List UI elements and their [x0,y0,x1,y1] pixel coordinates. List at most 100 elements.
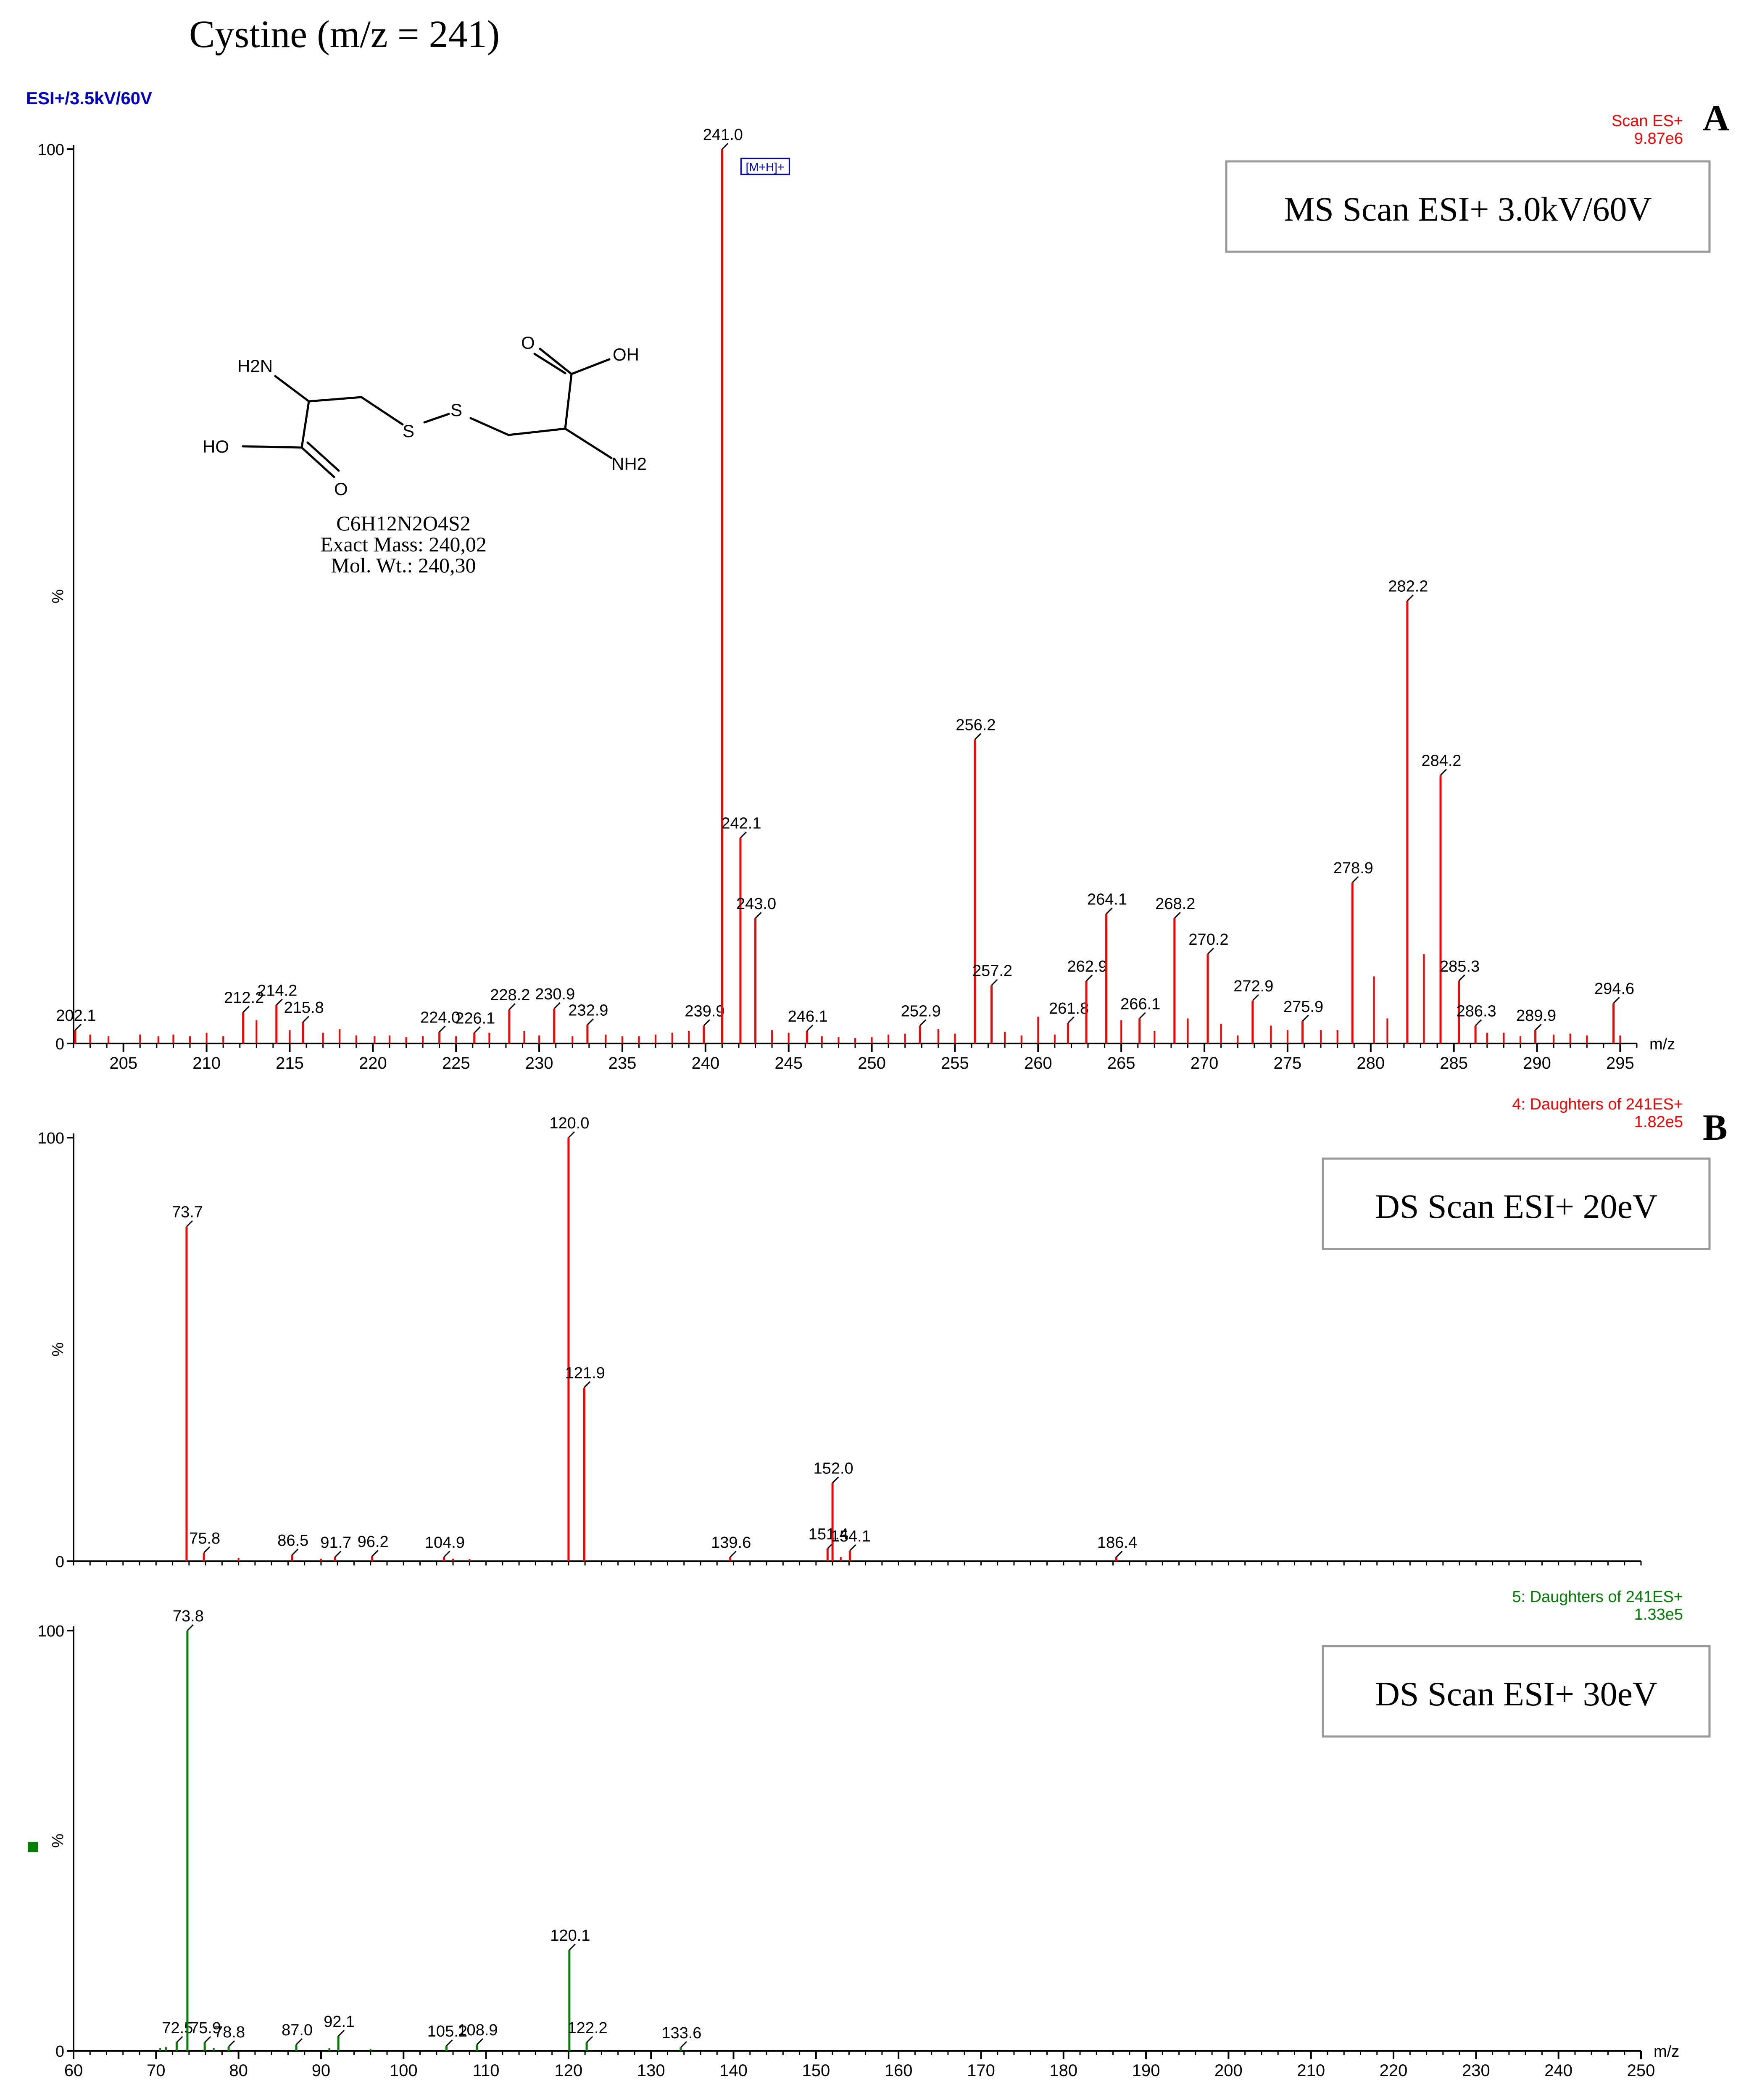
peak-label: 243.0 [736,895,776,913]
peak-leader [204,2036,211,2043]
peak-leader [740,831,747,838]
exact-mass: Exact Mass: 240,02 [320,532,487,556]
peak-leader [1086,974,1093,982]
peak-leader [919,1019,927,1026]
peak-leader [335,1550,342,1557]
peak-leader [991,979,998,986]
peak-leader [1139,1012,1146,1019]
peak-leader [371,1549,379,1557]
panel-c-title: DS Scan ESI+ 30eV [1375,1675,1658,1713]
peak-label: 108.9 [458,2021,498,2039]
cystine-structure: H2N HO O S S O OH NH2 C6H12N2O4S2 Exact … [203,333,647,577]
green-marker [28,1842,38,1852]
peak-leader [553,1002,561,1009]
y-tick-label: 100 [38,1130,64,1147]
x-tick-label: 290 [1523,1054,1551,1072]
panel-b-title-box: DS Scan ESI+ 20eV [1322,1157,1711,1250]
peak-label: 262.9 [1067,958,1107,975]
peak-label: 268.2 [1155,895,1195,913]
peak-leader [849,1544,856,1551]
x-tick-label: 210 [192,1054,221,1072]
peak-leader [703,1019,710,1026]
peak-label: 256.2 [956,716,996,734]
peak-label: 228.2 [490,986,530,1004]
peak-leader [730,1550,737,1557]
peak-label: 242.1 [721,815,761,833]
atom-o-right: O [521,333,535,353]
x-tick-label: 235 [608,1054,637,1072]
x-tick-label: 250 [858,1054,886,1072]
peak-leader [187,1624,194,1631]
panel-b-header-scan: 4: Daughters of 241ES+ [1512,1096,1683,1113]
y-axis-label: % [49,1342,67,1357]
peak-label: 246.1 [788,1008,828,1025]
x-tick-label: 120 [555,2061,583,2080]
peak-label: 284.2 [1421,752,1461,770]
y-tick-label: 0 [55,1036,64,1053]
peak-label: 224.0 [420,1009,460,1026]
peak-leader [443,1550,450,1557]
y-tick-label: 0 [55,2043,64,2060]
structure-bonds [242,348,613,478]
ion-annotation: [M+H]+ [745,161,784,174]
x-tick-label: 80 [229,2061,248,2080]
molecular-weight: Mol. Wt.: 240,30 [331,553,476,577]
peak-leader [474,1026,481,1033]
acquisition-label: ESI+/3.5kV/60V [26,88,152,108]
x-tick-label: 60 [64,2061,83,2080]
peak-leader [1116,1550,1123,1557]
peak-label: 75.9 [190,2019,221,2037]
y-tick-label: 0 [55,1553,64,1571]
molecular-formula: C6H12N2O4S2 [336,511,470,535]
peak-label: 270.2 [1188,931,1228,949]
x-tick-label: 275 [1274,1054,1302,1072]
x-tick-label: 150 [802,2061,830,2080]
panel-b-header-intensity: 1.82e5 [1634,1113,1683,1131]
peak-label: 133.6 [661,2024,701,2042]
peak-label: 266.1 [1120,995,1160,1013]
peak-leader [755,912,762,919]
peak-leader [176,2036,183,2043]
peak-leader [446,2039,453,2047]
peak-leader [568,1131,575,1138]
peak-leader [1106,907,1113,914]
x-tick-label: 250 [1627,2061,1655,2080]
peak-leader [1440,769,1447,776]
x-tick-label: 240 [1544,2061,1573,2080]
x-tick-label: 225 [442,1054,470,1072]
x-axis-label: m/z [1654,2043,1679,2060]
peak-leader [569,1943,576,1951]
peak-leader [1067,1016,1075,1024]
panel-letter-a: A [1703,98,1730,139]
atom-h2n-left: H2N [237,356,273,376]
x-tick-label: 70 [147,2061,166,2080]
peak-label: 73.7 [172,1204,203,1221]
panel-c-header-intensity: 1.33e5 [1634,1606,1683,1623]
peak-label: 120.1 [550,1927,590,1945]
peak-label: 286.3 [1457,1002,1496,1020]
peak-leader [584,1381,591,1388]
peak-label: 120.0 [549,1115,589,1132]
x-tick-label: 215 [276,1054,304,1072]
x-tick-label: 255 [941,1054,969,1072]
x-tick-label: 205 [109,1054,137,1072]
peak-label: 139.6 [711,1534,751,1552]
peak-label: 214.2 [257,982,297,999]
panel-c-spectrum: 0 100% 60 70 80 90 100 110 120 130 140 150 160 170 180… [38,1607,1680,2080]
x-tick-label: 270 [1191,1054,1219,1072]
peak-leader [1174,912,1181,919]
figure-title: Cystine (m/z = 241) [189,13,500,55]
peak-label: 186.4 [1097,1534,1137,1552]
peak-leader [680,2041,687,2048]
peak-label: 230.9 [535,985,575,1003]
peak-leader [722,142,729,150]
peak-label: 152.0 [814,1460,853,1478]
y-tick-label: 100 [38,141,64,159]
peak-label: 75.8 [189,1530,220,1547]
x-tick-label: 230 [1462,2061,1490,2080]
peak-leader [1252,994,1259,1001]
panel-c-header-scan: 5: Daughters of 241ES+ [1512,1588,1683,1606]
peak-leader [806,1025,814,1032]
atom-oh-right: OH [613,345,639,364]
peak-label: 257.2 [972,962,1012,980]
